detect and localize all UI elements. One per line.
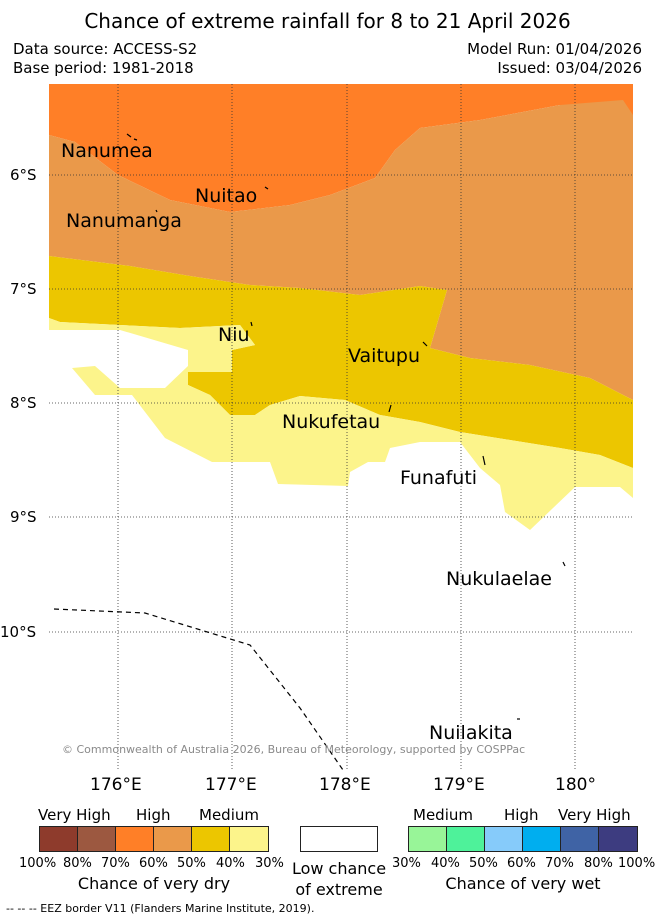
wet-legend-title: Chance of very wet	[445, 874, 601, 893]
wet-pct-70: 70%	[545, 856, 574, 871]
wet-pct-50: 50%	[469, 856, 498, 871]
lat-label-9s: 9°S	[10, 508, 37, 526]
dry-pct-100: 100%	[19, 856, 57, 871]
medium-dry-region	[49, 256, 633, 468]
model-run: Model Run: 01/04/2026	[467, 40, 642, 58]
place-funafuti: Funafuti	[400, 467, 478, 489]
dry-cat-high: High	[136, 806, 171, 824]
wet-swatch-5	[560, 826, 599, 852]
lat-label-10s: 10°S	[0, 623, 37, 641]
dry-pct-80: 80%	[63, 856, 92, 871]
dry-swatch-2	[77, 826, 116, 852]
wet-cat-medium: Medium	[413, 806, 473, 824]
dry-pct-40: 40%	[216, 856, 245, 871]
wet-cat-high: High	[504, 806, 539, 824]
place-nanumea: Nanumea	[61, 140, 153, 162]
dry-cat-very-high: Very High	[38, 806, 111, 824]
place-nukufetau: Nukufetau	[282, 411, 381, 433]
dry-pct-50: 50%	[177, 856, 206, 871]
data-source: Data source: ACCESS-S2	[13, 40, 198, 58]
place-nukulaelae: Nukulaelae	[446, 568, 552, 590]
place-vaitupu: Vaitupu	[348, 345, 421, 367]
island-marks	[126, 133, 566, 720]
wet-cat-very-high: Very High	[558, 806, 631, 824]
low-dry-region	[49, 318, 633, 530]
dry-swatch-6	[229, 826, 269, 852]
graticule	[49, 84, 633, 770]
low-chance-line2: of extreme	[295, 880, 383, 899]
lon-label-178e: 178°E	[319, 775, 371, 795]
high-dry-region	[49, 84, 633, 212]
place-niu: Niu	[218, 324, 250, 346]
issued-date: Issued: 03/04/2026	[497, 59, 642, 77]
place-nanumanga: Nanumanga	[66, 210, 182, 232]
dry-pct-70: 70%	[101, 856, 130, 871]
dry-swatch-5	[191, 826, 230, 852]
eez-border	[53, 608, 344, 770]
dry-cat-medium: Medium	[199, 806, 259, 824]
wet-pct-30: 30%	[392, 856, 421, 871]
wet-pct-100: 100%	[618, 856, 655, 871]
lon-label-180: 180°	[555, 775, 596, 795]
wet-pct-40: 40%	[431, 856, 460, 871]
lon-label-179e: 179°E	[433, 775, 485, 795]
eez-note: -- -- -- EEZ border V11 (Flanders Marine…	[6, 902, 315, 915]
wet-pct-60: 60%	[507, 856, 536, 871]
dry-legend-title: Chance of very dry	[77, 874, 231, 893]
lon-label-176e: 176°E	[90, 775, 142, 795]
place-nuilakita: Nuilakita	[429, 722, 513, 744]
lat-label-8s: 8°S	[10, 394, 37, 412]
wet-swatch-6	[598, 826, 638, 852]
dry-swatch-1	[39, 826, 78, 852]
dry-swatch-3	[115, 826, 154, 852]
wet-swatch-1	[408, 826, 447, 852]
dry-swatch-4	[153, 826, 192, 852]
map-title: Chance of extreme rainfall for 8 to 21 A…	[84, 9, 571, 33]
dry-pct-30: 30%	[255, 856, 284, 871]
dry-pct-60: 60%	[139, 856, 168, 871]
low-chance-line1: Low chance	[291, 859, 387, 878]
lat-label-7s: 7°S	[10, 280, 37, 298]
lat-label-6s: 6°S	[10, 166, 37, 184]
wet-swatch-2	[446, 826, 485, 852]
lon-label-177e: 177°E	[205, 775, 257, 795]
wet-swatch-4	[522, 826, 561, 852]
place-nuitao: Nuitao	[195, 185, 258, 207]
low-chance-swatch	[300, 826, 378, 852]
map-credit: © Commonwealth of Australia 2026, Bureau…	[62, 743, 526, 756]
wet-pct-80: 80%	[584, 856, 613, 871]
wet-swatch-3	[484, 826, 523, 852]
base-period: Base period: 1981-2018	[13, 59, 194, 77]
